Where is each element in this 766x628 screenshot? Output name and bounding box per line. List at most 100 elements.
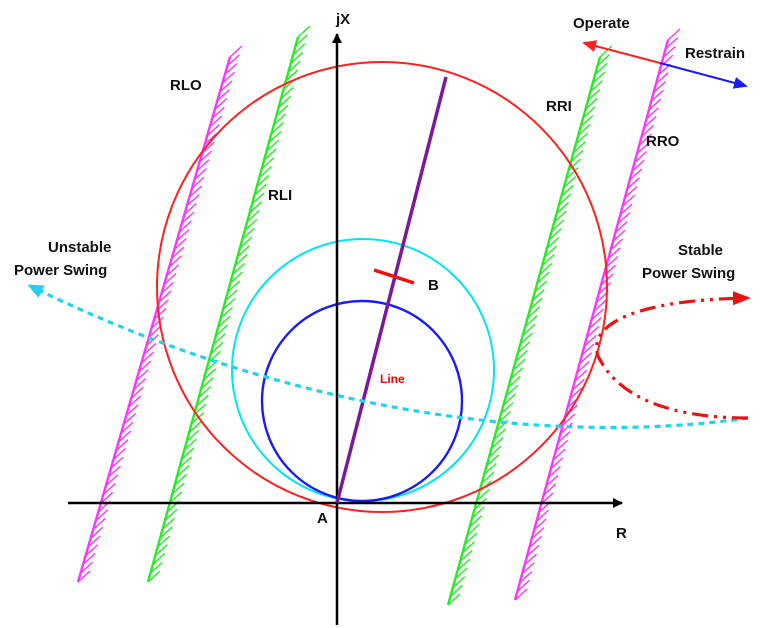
hatch-tick: [528, 535, 542, 549]
hatch-tick: [577, 123, 591, 136]
hatch-tick: [602, 264, 616, 277]
hatch-tick: [464, 532, 478, 545]
hatch-tick: [161, 281, 175, 294]
hatch-tick: [149, 561, 163, 574]
hatch-tick: [471, 506, 485, 519]
hatch-tick: [650, 89, 664, 102]
hatch-tick: [198, 385, 212, 398]
hatch-tick: [622, 194, 636, 207]
hatch-tick: [488, 445, 502, 458]
hatch-tick: [183, 438, 197, 451]
hatch-tick: [576, 360, 590, 374]
hatch-tick: [449, 584, 463, 597]
hatch-tick: [493, 428, 507, 441]
hatch-tick: [208, 350, 221, 363]
hatch-tick: [157, 535, 171, 548]
hatch-tick: [174, 473, 188, 486]
restrain-label: Restrain: [685, 45, 745, 62]
point-b-label: B: [428, 277, 439, 294]
hatch-tick: [216, 89, 230, 102]
hatch-tick: [624, 185, 638, 199]
hatch-tick: [115, 439, 129, 452]
hatch-tick: [290, 51, 304, 64]
hatch-tick: [459, 549, 473, 563]
hatch-tick: [565, 167, 579, 180]
hatch-tick: [559, 422, 573, 435]
hatch-tick: [178, 456, 192, 469]
hatch-tick: [662, 45, 676, 59]
hatch-tick: [619, 203, 633, 216]
hatch-tick: [643, 115, 657, 129]
hatch-tick: [118, 430, 132, 443]
hatch-tick: [569, 387, 583, 400]
hatch-tick: [297, 25, 311, 38]
hatch-tick: [287, 60, 301, 73]
rlo-label: RLO: [170, 77, 202, 94]
operate-label: Operate: [573, 15, 630, 32]
hatch-tick: [229, 271, 243, 284]
hatch-tick: [638, 133, 652, 146]
hatch-tick: [295, 34, 309, 47]
hatch-tick: [224, 62, 238, 76]
hatch-tick: [514, 588, 528, 601]
hatch-tick: [592, 71, 606, 84]
hatch-tick: [85, 544, 99, 557]
rri-hatch: [447, 45, 613, 606]
stable-swing-label-line1: Stable: [678, 242, 723, 259]
hatch-tick: [171, 246, 185, 259]
inner-circle: [260, 299, 464, 503]
rlo-hatch: [77, 45, 243, 583]
hatch-tick: [166, 264, 180, 277]
hatch-tick: [545, 474, 559, 487]
hatch-tick: [222, 297, 236, 311]
hatch-tick: [183, 202, 197, 216]
hatch-tick: [138, 360, 152, 373]
hatch-tick: [102, 482, 116, 496]
hatch-tick: [646, 107, 659, 120]
hatch-tick: [195, 394, 209, 407]
hatch-tick: [147, 570, 161, 583]
hatch-tick: [82, 552, 96, 566]
hatch-tick: [196, 159, 210, 172]
hatch-tick: [629, 168, 643, 181]
hatch-tick: [617, 212, 631, 225]
hatch-tick: [237, 245, 250, 258]
hatch-tick: [270, 122, 284, 135]
r-axis-label: R: [616, 525, 627, 542]
hatch-tick: [527, 306, 541, 319]
hatch-tick: [135, 369, 149, 382]
hatch-tick: [490, 436, 504, 449]
hatch-tick: [605, 255, 619, 269]
stable-swing-curve: [595, 291, 751, 420]
hatch-tick: [162, 517, 175, 530]
stable-swing-label-line2: Power Swing: [642, 265, 735, 282]
hatch-tick: [130, 386, 144, 399]
hatch-tick: [580, 115, 594, 128]
hatch-tick: [219, 80, 233, 93]
hatch-tick: [634, 150, 648, 164]
hatch-tick: [120, 421, 134, 434]
hatch-tick: [607, 247, 621, 260]
hatch-tick: [541, 254, 555, 267]
hatch-tick: [154, 544, 168, 557]
hatch-tick: [614, 220, 628, 234]
hatch-tick: [531, 289, 545, 302]
hatch-tick: [512, 358, 526, 371]
hatch-tick: [534, 280, 548, 293]
hatch-tick: [503, 393, 516, 406]
hatch-tick: [112, 447, 126, 461]
hatch-tick: [522, 323, 536, 336]
hatch-tick: [481, 471, 495, 484]
hatch-tick: [519, 570, 533, 584]
hatch-tick: [515, 349, 529, 362]
hatch-tick: [241, 227, 255, 240]
hatch-tick: [203, 368, 217, 381]
hatch-tick: [220, 306, 234, 319]
hatch-tick: [188, 421, 202, 434]
hatch-tick: [209, 115, 223, 128]
hatch-tick: [533, 518, 547, 531]
hatch-tick: [447, 593, 461, 606]
hatch-tick: [186, 429, 200, 442]
hatch-tick: [226, 54, 240, 67]
hatch-tick: [547, 465, 561, 479]
